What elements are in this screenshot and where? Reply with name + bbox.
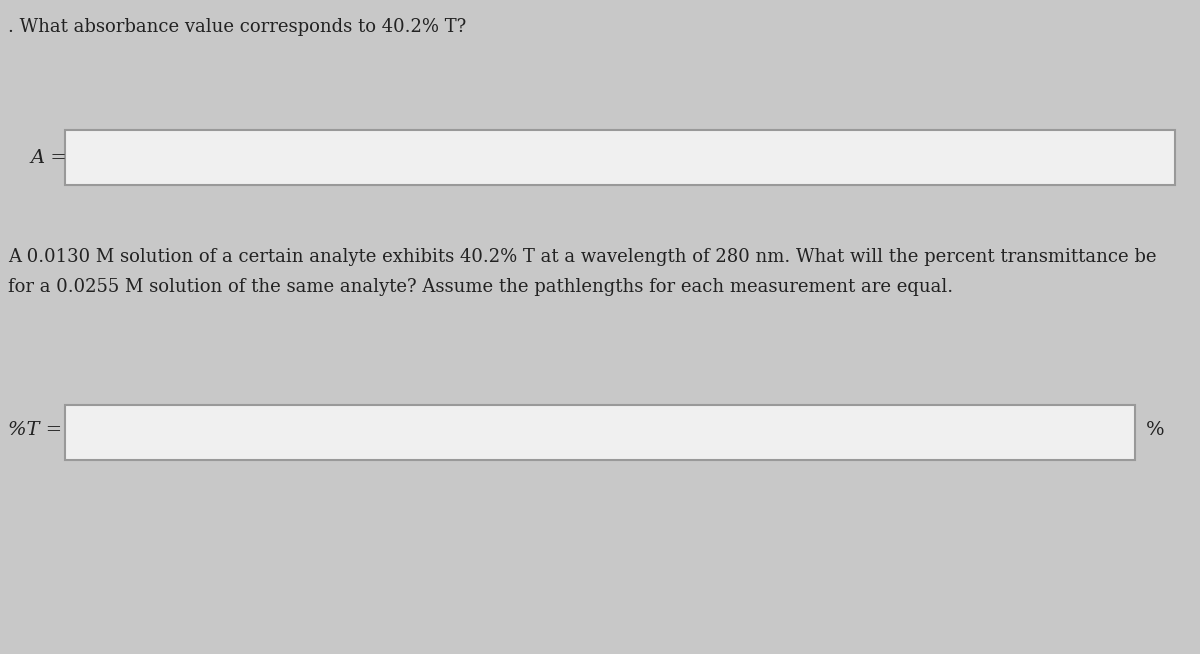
FancyBboxPatch shape [65, 130, 1175, 185]
Text: %T =: %T = [8, 421, 62, 439]
Text: . What absorbance value corresponds to 40.2% T?: . What absorbance value corresponds to 4… [8, 18, 467, 36]
FancyBboxPatch shape [65, 405, 1135, 460]
Text: %: % [1146, 421, 1164, 439]
Text: for a 0.0255 M solution of the same analyte? Assume the pathlengths for each mea: for a 0.0255 M solution of the same anal… [8, 278, 953, 296]
Text: A 0.0130 M solution of a certain analyte exhibits 40.2% T at a wavelength of 280: A 0.0130 M solution of a certain analyte… [8, 248, 1157, 266]
Text: A =: A = [30, 149, 67, 167]
